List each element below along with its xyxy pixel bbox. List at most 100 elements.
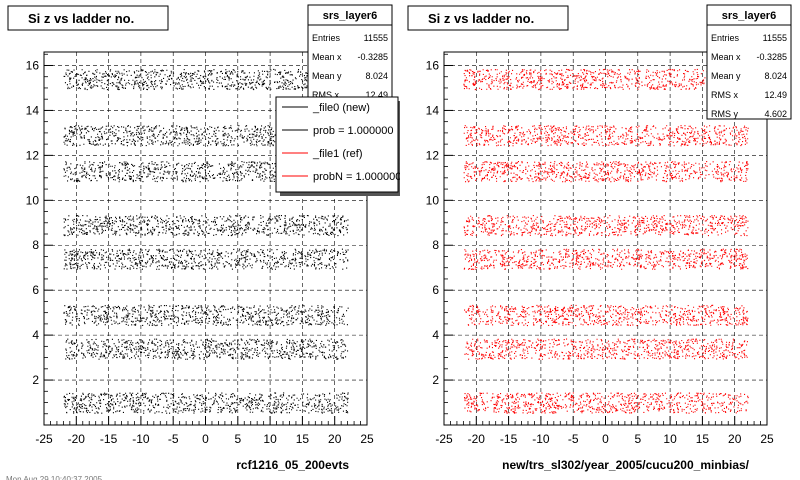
legend-label: _file1 (ref) <box>312 148 363 160</box>
data-points <box>63 125 349 147</box>
data-band <box>463 215 749 237</box>
x-tick-label: 25 <box>360 432 374 446</box>
y-tick-label: 8 <box>32 238 39 252</box>
x-tick-label: -20 <box>468 432 486 446</box>
y-tick-label: 16 <box>426 58 440 72</box>
data-band <box>63 68 349 91</box>
y-tick-label: 4 <box>432 328 439 342</box>
legend-label: prob = 1.000000 <box>313 125 393 137</box>
data-band <box>63 215 349 237</box>
data-band <box>463 125 749 147</box>
y-tick-label: 12 <box>26 148 40 162</box>
legend-label: _file0 (new) <box>312 102 370 114</box>
stats-label: Entries <box>312 33 341 43</box>
x-tick-label: -10 <box>132 432 150 446</box>
data-points <box>63 215 349 237</box>
data-points <box>63 248 349 270</box>
x-tick-label: 10 <box>263 432 277 446</box>
stats-box-frame <box>706 4 792 120</box>
x-tick-label: 15 <box>696 432 710 446</box>
y-tick-label: 14 <box>426 103 440 117</box>
y-tick-label: 8 <box>432 238 439 252</box>
x-axis-title: new/trs_sl302/year_2005/cucu200_minbias/ <box>502 458 749 472</box>
stats-label: RMS y <box>711 109 739 119</box>
data-points <box>464 338 748 360</box>
x-tick-label: 25 <box>760 432 774 446</box>
data-band <box>463 248 749 270</box>
data-band <box>463 161 749 183</box>
data-band <box>463 68 749 91</box>
stats-value: -0.3285 <box>357 52 388 62</box>
data-points <box>463 215 749 237</box>
data-points <box>63 304 349 327</box>
data-band <box>464 338 748 360</box>
right-scatter-plot: -25 -20 -15 -10 -5 0 5 10 15 20 25 2 4 6 8 10 12 14 16 Si z… <box>407 4 792 472</box>
data-band <box>63 248 349 270</box>
x-tick-label: -25 <box>435 432 453 446</box>
data-points <box>463 125 749 147</box>
data-band <box>63 392 349 414</box>
data-band <box>63 125 349 147</box>
stats-box: srs_layer6 Entries 11555 Mean x -0.3285 Mean … <box>706 4 792 120</box>
y-tick-label: 16 <box>26 58 40 72</box>
y-tick-label: 12 <box>426 148 440 162</box>
data-band <box>65 338 349 360</box>
data-points <box>463 68 749 91</box>
stats-title: srs_layer6 <box>323 10 377 22</box>
stats-label: Entries <box>711 33 740 43</box>
stats-value: 11555 <box>364 33 388 43</box>
x-tick-label: -20 <box>68 432 86 446</box>
y-tick-label: 10 <box>26 193 40 207</box>
stats-value: 8.024 <box>365 71 388 81</box>
stats-value: 12.49 <box>764 90 787 100</box>
x-axis-title: rcf1216_05_200evts <box>236 458 349 472</box>
stats-value: 12.49 <box>365 90 388 100</box>
y-tick-label: 10 <box>426 193 440 207</box>
data-band <box>63 304 349 327</box>
x-tick-label: -15 <box>500 432 518 446</box>
stats-label: Mean x <box>312 52 342 62</box>
data-points <box>63 68 349 91</box>
stats-label: Mean y <box>312 71 342 81</box>
title-box <box>7 5 169 31</box>
y-tick-label: 6 <box>32 283 39 297</box>
x-tick-label: -25 <box>35 432 53 446</box>
x-tick-label: 10 <box>663 432 677 446</box>
stats-title: srs_layer6 <box>722 10 776 22</box>
data-points <box>63 392 349 414</box>
y-tick-label: 2 <box>32 373 39 387</box>
y-tick-label: 4 <box>32 328 39 342</box>
stats-value: -0.3285 <box>756 52 787 62</box>
stats-value: 8.024 <box>764 71 787 81</box>
stats-label: Mean x <box>711 52 741 62</box>
x-tick-label: -15 <box>100 432 118 446</box>
stats-box-frame <box>307 4 393 101</box>
x-tick-label: -5 <box>168 432 179 446</box>
stats-label: Mean y <box>711 71 741 81</box>
legend-label: probN = 1.000000 <box>313 171 400 183</box>
y-tick-label: 2 <box>432 373 439 387</box>
x-tick-label: 5 <box>634 432 641 446</box>
x-tick-label: 0 <box>602 432 609 446</box>
stats-label: RMS x <box>711 90 739 100</box>
x-tick-label: 0 <box>202 432 209 446</box>
chart-title: Si z vs ladder no. <box>428 11 534 26</box>
stats-label: RMS x <box>312 90 340 100</box>
title-box <box>407 5 569 31</box>
legend-box: _file0 (new) prob = 1.000000 _file1 (ref) p… <box>275 96 400 196</box>
left-scatter-plot: -25 -20 -15 -10 -5 0 5 10 15 20 25 2 4 6 8 10 12 14 16 Si z… <box>6 4 400 480</box>
data-points <box>463 161 749 183</box>
footer-timestamp: Mon Aug 29 10:40:37 2005 <box>6 475 103 480</box>
stats-value: 4.602 <box>764 109 787 119</box>
x-tick-label: 20 <box>328 432 342 446</box>
chart-title: Si z vs ladder no. <box>28 11 134 26</box>
y-tick-label: 6 <box>432 283 439 297</box>
data-band <box>464 392 749 414</box>
data-points <box>65 338 349 360</box>
x-tick-label: -5 <box>568 432 579 446</box>
x-tick-label: -10 <box>532 432 550 446</box>
data-points <box>463 248 749 270</box>
y-tick-label: 14 <box>26 103 40 117</box>
stats-box: srs_layer6 Entries 11555 Mean x -0.3285 Mean … <box>307 4 393 101</box>
x-tick-label: 5 <box>234 432 241 446</box>
